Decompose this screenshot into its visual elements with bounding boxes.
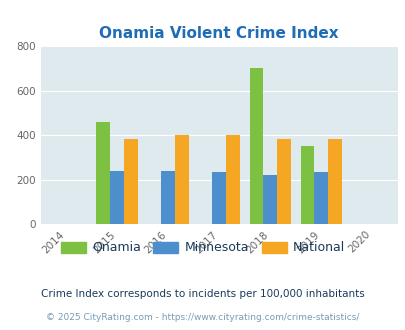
- Bar: [249, 68, 263, 224]
- Text: Crime Index corresponds to incidents per 100,000 inhabitants: Crime Index corresponds to incidents per…: [41, 289, 364, 299]
- Bar: [313, 172, 327, 224]
- Bar: [300, 147, 313, 224]
- Bar: [96, 122, 110, 224]
- Bar: [175, 135, 188, 224]
- Title: Onamia Violent Crime Index: Onamia Violent Crime Index: [99, 26, 338, 41]
- Bar: [110, 171, 124, 224]
- Bar: [327, 139, 341, 224]
- Bar: [263, 176, 277, 224]
- Bar: [161, 171, 175, 224]
- Bar: [277, 139, 290, 224]
- Bar: [212, 172, 226, 224]
- Text: © 2025 CityRating.com - https://www.cityrating.com/crime-statistics/: © 2025 CityRating.com - https://www.city…: [46, 313, 359, 322]
- Legend: Onamia, Minnesota, National: Onamia, Minnesota, National: [55, 236, 350, 259]
- Bar: [124, 139, 137, 224]
- Bar: [226, 135, 239, 224]
